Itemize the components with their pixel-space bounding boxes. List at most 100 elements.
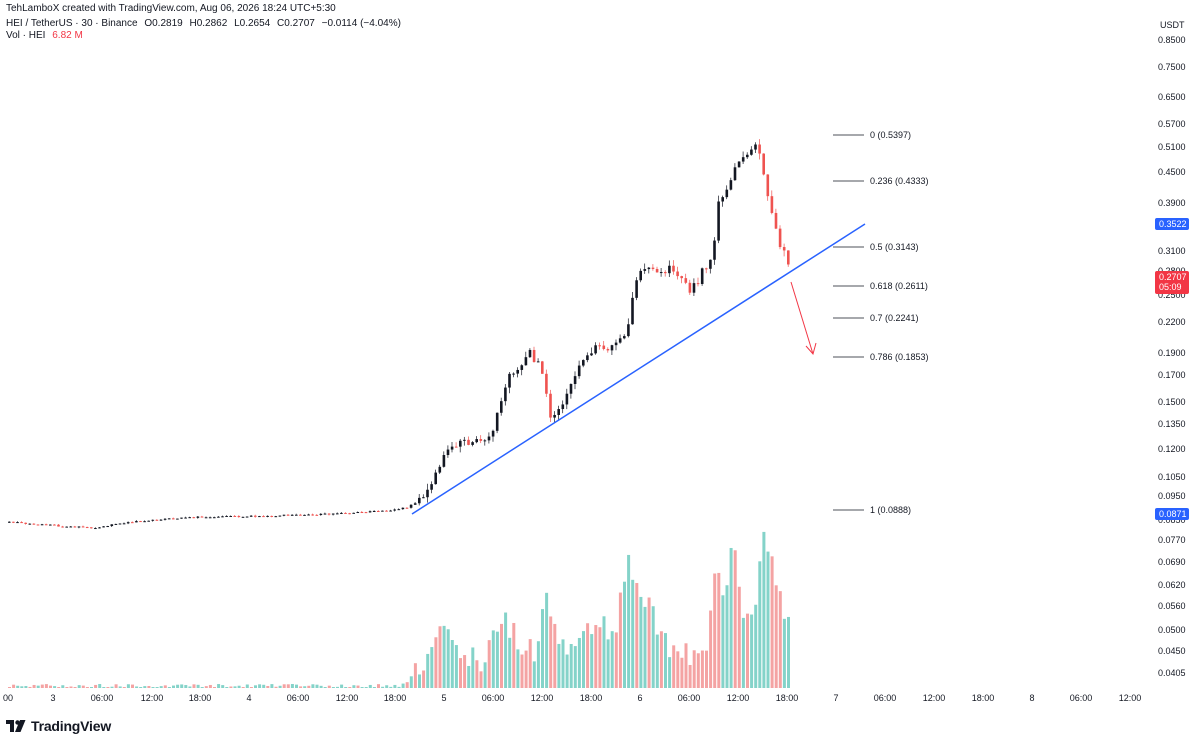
price-tick-label: 0.2200 bbox=[1158, 317, 1186, 327]
volume-bar bbox=[782, 618, 786, 688]
symbol-legend[interactable]: HEI / TetherUS · 30 · Binance O0.2819 H0… bbox=[6, 18, 405, 29]
candle-body bbox=[217, 516, 220, 518]
price-tick-label: 0.1200 bbox=[1158, 444, 1186, 454]
volume-bar bbox=[16, 685, 20, 688]
candle-body bbox=[635, 280, 638, 298]
volume-bar bbox=[8, 687, 11, 688]
volume-bar bbox=[385, 685, 389, 688]
candle-body bbox=[327, 513, 331, 515]
candle-body bbox=[774, 212, 778, 229]
candle-body bbox=[401, 507, 405, 510]
candle-body bbox=[118, 523, 122, 525]
candle-body bbox=[721, 197, 724, 202]
candle-body bbox=[163, 518, 167, 520]
candle-body bbox=[746, 154, 749, 158]
candle-body bbox=[28, 523, 32, 525]
fib-level[interactable]: 0.7 (0.2241) bbox=[833, 313, 919, 323]
candle-body bbox=[151, 519, 155, 521]
candle-body bbox=[258, 516, 261, 518]
volume-bar bbox=[393, 684, 397, 688]
volume-bar bbox=[606, 639, 610, 688]
volume-bar bbox=[295, 684, 298, 688]
volume-bar bbox=[254, 685, 257, 688]
candle-body bbox=[418, 497, 421, 504]
volume-bar bbox=[705, 650, 708, 688]
price-axis-currency: USDT bbox=[1160, 20, 1185, 30]
volume-legend[interactable]: Vol · HEI 6.82 M bbox=[6, 30, 83, 41]
candle-body bbox=[639, 270, 642, 281]
volume-bar bbox=[676, 651, 680, 688]
candle-body bbox=[459, 440, 462, 447]
candle-body bbox=[405, 507, 409, 509]
time-tick-label: 12:00 bbox=[923, 693, 946, 703]
volume-bar bbox=[487, 640, 491, 688]
candle-body bbox=[569, 383, 573, 394]
down-arrow[interactable] bbox=[790, 281, 817, 356]
candle-body bbox=[770, 196, 774, 213]
volume-bar bbox=[262, 684, 266, 688]
time-tick-label: 06:00 bbox=[1070, 693, 1093, 703]
high-value: H0.2862 bbox=[189, 18, 228, 29]
volume-bar bbox=[618, 592, 622, 688]
volume-bar bbox=[360, 687, 364, 688]
fib-level[interactable]: 0.618 (0.2611) bbox=[833, 281, 928, 291]
svg-text:0.5 (0.3143): 0.5 (0.3143) bbox=[870, 242, 919, 252]
volume-bar bbox=[192, 684, 196, 688]
volume-bar bbox=[721, 595, 725, 688]
volume-bar bbox=[139, 687, 143, 688]
volume-bar bbox=[381, 686, 385, 688]
candle-body bbox=[672, 265, 675, 272]
tradingview-logo[interactable]: TradingView bbox=[6, 716, 111, 736]
change-value: −0.0114 (−4.04%) bbox=[321, 18, 401, 29]
volume-bar bbox=[225, 687, 229, 688]
volume-bar bbox=[500, 623, 503, 688]
close-value: C0.2707 bbox=[277, 18, 315, 29]
svg-text:0.3522: 0.3522 bbox=[1159, 219, 1187, 229]
credit-line: TehLamboX created with TradingView.com, … bbox=[6, 3, 336, 14]
candle-body bbox=[290, 514, 294, 516]
volume-bar bbox=[627, 554, 631, 688]
volume-bar bbox=[696, 653, 700, 688]
time-tick-label: 18:00 bbox=[776, 693, 799, 703]
candle-body bbox=[245, 516, 249, 518]
fib-level[interactable]: 0.786 (0.1853) bbox=[833, 352, 929, 362]
volume-bar bbox=[475, 660, 479, 688]
price-tick-label: 0.2500 bbox=[1158, 290, 1186, 300]
candle-body bbox=[500, 401, 503, 413]
volume-bar bbox=[176, 684, 180, 688]
candle-body bbox=[483, 440, 487, 442]
symbol-name[interactable]: HEI / TetherUS · 30 · Binance bbox=[6, 18, 138, 29]
price-tag: 0.3522 bbox=[1155, 218, 1189, 230]
candle-body bbox=[315, 514, 319, 516]
volume-bar bbox=[229, 686, 233, 688]
candle-body bbox=[213, 517, 216, 519]
volume-bar bbox=[536, 641, 540, 688]
volume-bar bbox=[418, 674, 421, 688]
trendline[interactable] bbox=[411, 223, 866, 515]
volume-bar bbox=[762, 531, 766, 688]
candle-body bbox=[204, 517, 208, 519]
time-tick-label: 18:00 bbox=[580, 693, 603, 703]
volume-bar bbox=[331, 687, 335, 688]
candle-body bbox=[471, 442, 474, 445]
chart-header: TehLamboX created with TradingView.com, … bbox=[0, 0, 1150, 46]
volume-label[interactable]: Vol · HEI bbox=[6, 30, 46, 41]
candle-body bbox=[262, 516, 265, 518]
fib-level[interactable]: 0.236 (0.4333) bbox=[833, 176, 929, 186]
volume-bar bbox=[635, 582, 639, 688]
volume-bar bbox=[582, 631, 585, 688]
fib-level[interactable]: 0 (0.5397) bbox=[833, 130, 911, 140]
time-axis[interactable]: 00 3 06:00 12:00 18:00 4 06:00 12:00 18:00 5 06:00… bbox=[3, 693, 1141, 703]
volume-bar bbox=[241, 687, 245, 688]
candle-body bbox=[479, 439, 483, 441]
candle-body bbox=[524, 357, 528, 366]
price-axis[interactable]: USDT 0.8500 0.7500 0.6500 0.5700 0.5100 0.450… bbox=[1158, 20, 1186, 678]
price-tick-label: 0.1900 bbox=[1158, 348, 1186, 358]
fib-level[interactable]: 0.5 (0.3143) bbox=[833, 242, 919, 252]
time-tick-label: 3 bbox=[50, 693, 55, 703]
fib-level[interactable]: 1 (0.0888) bbox=[833, 505, 911, 515]
candle-body bbox=[241, 516, 245, 518]
candle-body bbox=[90, 527, 93, 529]
candle-body bbox=[61, 526, 64, 528]
